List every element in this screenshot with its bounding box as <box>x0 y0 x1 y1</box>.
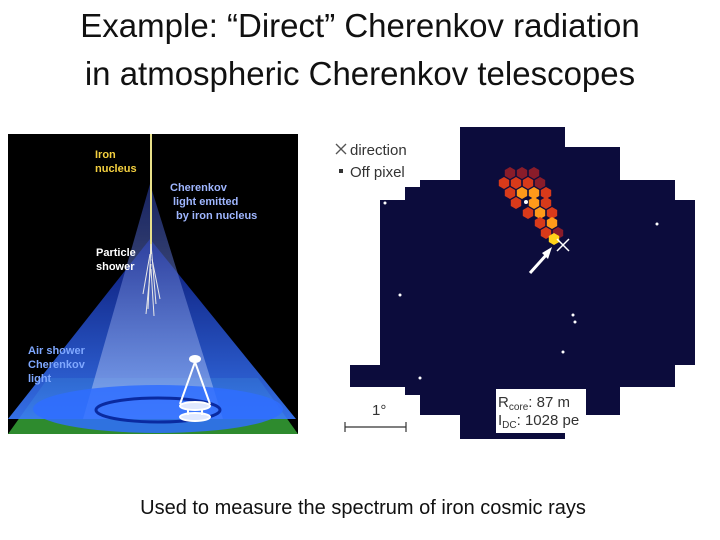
cherenkov-label-1: Cherenkov <box>170 182 228 194</box>
hot-pixel <box>522 207 534 219</box>
cherenkov-label-2: light emitted <box>173 196 238 208</box>
iron-label-2: nucleus <box>95 163 137 175</box>
air-label-2: Cherenkov <box>28 359 86 371</box>
hot-pixel <box>528 167 540 179</box>
off-pixel-legend-icon <box>339 169 343 173</box>
hot-pixel <box>540 187 552 199</box>
hot-pixel <box>504 167 516 179</box>
hot-pixel <box>534 217 546 229</box>
hot-pixel <box>516 167 528 179</box>
legend-off-pixel: Off pixel <box>350 164 405 181</box>
hot-pixel <box>546 217 558 229</box>
star-dot <box>524 200 528 204</box>
hot-pixel <box>534 177 546 189</box>
off-pixel-dot <box>418 376 422 380</box>
off-pixel-dot <box>561 350 565 354</box>
off-pixel-dot <box>655 222 659 226</box>
hot-pixel <box>546 207 558 219</box>
title-line-2: in atmospheric Cherenkov telescopes <box>84 55 636 92</box>
off-pixel-dot <box>398 293 402 297</box>
hot-pixel <box>522 177 534 189</box>
scale-background <box>340 395 420 435</box>
hot-pixel <box>534 207 546 219</box>
scale-bar <box>344 422 407 432</box>
hot-pixel <box>510 177 522 189</box>
slide-caption: Used to measure the spectrum of iron cos… <box>140 497 586 519</box>
off-pixel-dot <box>571 313 575 317</box>
info-background <box>496 389 586 433</box>
hot-pixel <box>548 233 560 245</box>
air-label-1: Air shower <box>28 345 86 357</box>
particle-label-1: Particle <box>96 247 136 259</box>
hot-pixel-cluster <box>498 167 564 245</box>
legend-direction: direction <box>350 142 407 159</box>
direction-marker <box>556 238 570 252</box>
iron-label-1: Iron <box>95 149 116 161</box>
telescope-icon <box>179 355 211 422</box>
scale-label: 1° <box>372 402 386 419</box>
off-pixel-dot <box>383 201 387 205</box>
camera-outline <box>350 127 695 439</box>
hot-pixel <box>540 197 552 209</box>
camera-image: direction Off pixel 1° Rcore: 87 m IDC: … <box>330 127 695 439</box>
hot-pixel <box>504 187 516 199</box>
rcore-readout: Rcore: 87 m <box>498 394 570 413</box>
direction-legend-icon <box>335 143 347 155</box>
slide-title: Example: “Direct” Cherenkov radiation in… <box>0 2 720 98</box>
cherenkov-label-3: by iron nucleus <box>176 210 257 222</box>
air-label-3: light <box>28 373 52 385</box>
hot-pixel <box>498 177 510 189</box>
hot-pixel <box>528 187 540 199</box>
hot-pixel <box>540 227 552 239</box>
hot-pixel <box>510 197 522 209</box>
light-pool-ring <box>94 396 222 424</box>
hot-pixel <box>528 197 540 209</box>
particle-label-2: shower <box>96 261 135 273</box>
hot-pixel <box>516 187 528 199</box>
arrow-icon <box>528 247 552 275</box>
cherenkov-cone-illustration: Iron nucleus Cherenkov light emitted by … <box>8 134 298 434</box>
off-pixel-dot <box>573 320 577 324</box>
idc-readout: IDC: 1028 pe <box>498 412 579 431</box>
title-line-1: Example: “Direct” Cherenkov radiation <box>80 7 640 44</box>
particle-shower <box>142 243 161 317</box>
light-pool <box>33 385 283 433</box>
